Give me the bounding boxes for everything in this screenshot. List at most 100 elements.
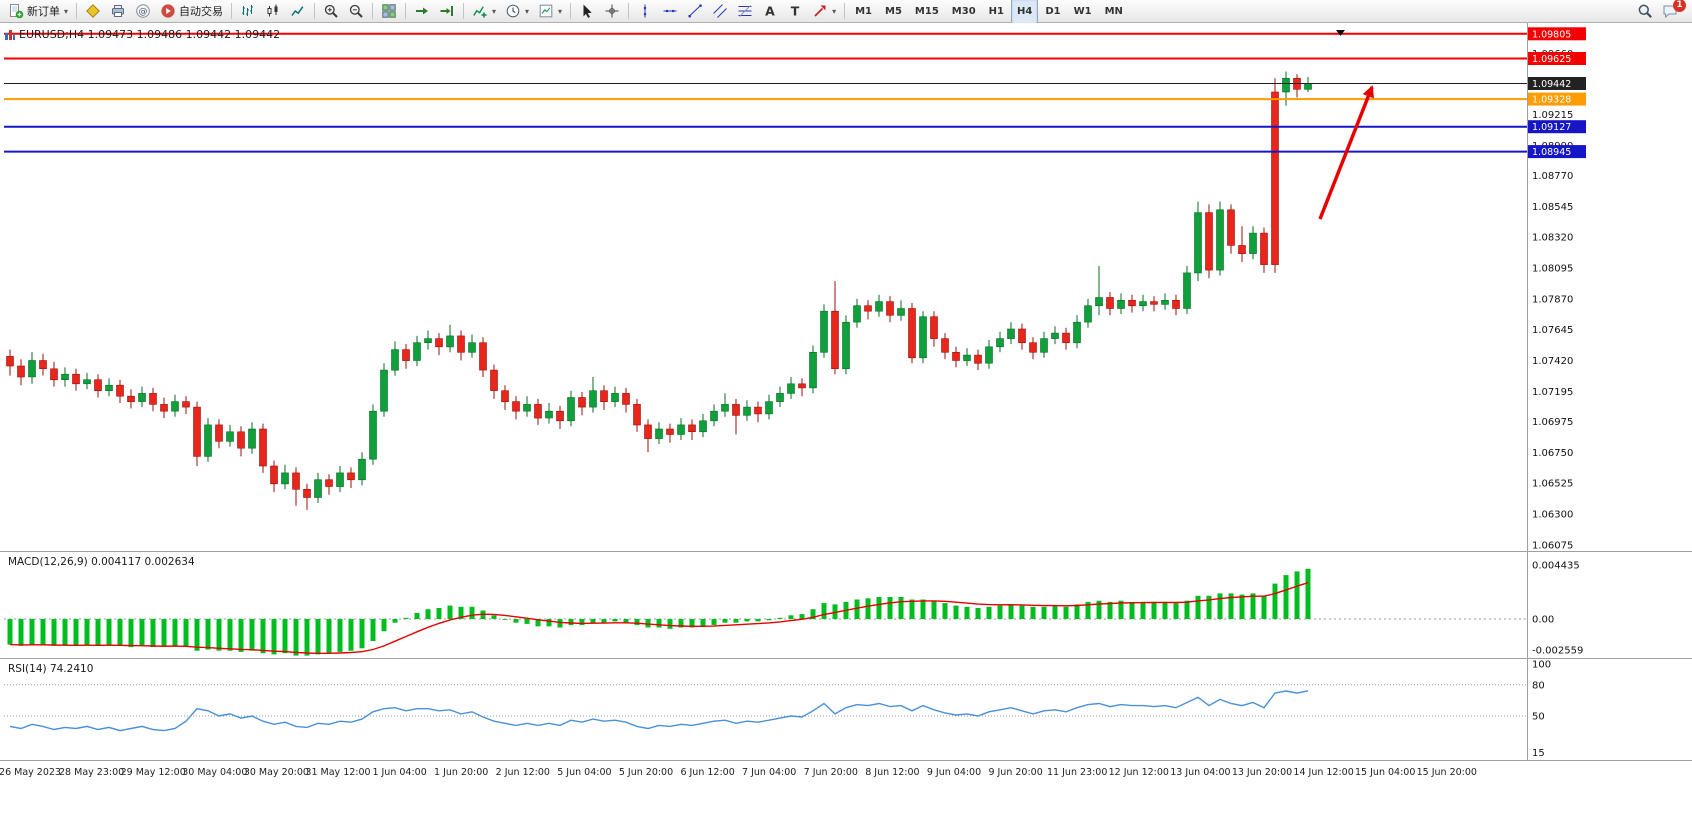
macd-bar (612, 619, 618, 622)
macd-bar (106, 619, 112, 645)
macd-bar (1063, 606, 1069, 619)
rsi-scale-label: 50 (1532, 712, 1545, 723)
macd-bar (1041, 606, 1047, 619)
cursor-button[interactable] (575, 0, 599, 23)
templates-button[interactable]: ▾ (534, 0, 566, 23)
macd-bar (546, 619, 552, 627)
time-axis-label: 15 Jun 20:00 (1417, 767, 1477, 778)
toolbar-separator (76, 3, 78, 19)
market-watch-button[interactable] (81, 0, 105, 23)
rsi-scale-label: 80 (1532, 680, 1545, 691)
timeframe-h1[interactable]: H1 (983, 0, 1010, 24)
horizontal-line-button[interactable] (658, 0, 682, 23)
scale-layer: 1.096601.092151.089901.087701.085451.083… (1336, 27, 1586, 551)
macd-bar (1294, 571, 1300, 619)
chart-shift-button[interactable] (435, 0, 459, 23)
zoomin-icon (323, 3, 339, 19)
macd-bar (348, 619, 354, 651)
arrows-button[interactable]: ▾ (808, 0, 840, 23)
macd-bar (1250, 593, 1256, 619)
hline-icon (662, 3, 678, 19)
price-scale-label: 1.07870 (1532, 294, 1573, 305)
price-badge (1528, 120, 1586, 134)
bar-chart-button[interactable] (236, 0, 260, 23)
timeframe-mn-label: MN (1104, 5, 1123, 17)
caret-down-icon: ▾ (492, 6, 497, 16)
bars-icon (240, 3, 256, 19)
price-scale-label: 1.06300 (1532, 510, 1573, 521)
macd-bar (40, 619, 46, 645)
macd-bar (293, 619, 299, 656)
time-axis-label: 6 Jun 12:00 (680, 767, 734, 778)
timeframe-m1[interactable]: M1 (849, 0, 878, 24)
macd-scale-label: -0.002559 (1532, 646, 1583, 657)
macd-bar (920, 599, 926, 619)
timeframe-m15[interactable]: M15 (909, 0, 945, 24)
macd-bar (249, 619, 255, 651)
crosshair-icon (604, 3, 620, 19)
channel-button[interactable] (708, 0, 732, 23)
periods-button[interactable]: ▾ (501, 0, 533, 23)
navigator-button[interactable] (131, 0, 155, 23)
rsi-scale-label: 100 (1532, 660, 1551, 671)
zoom-in-button[interactable] (319, 0, 343, 23)
macd-bar (678, 619, 684, 628)
macd-bar (1184, 600, 1190, 619)
chart-canvas[interactable]: 1.096601.092151.089901.087701.085451.083… (0, 23, 1692, 839)
macd-bar (1008, 604, 1014, 619)
timeframe-m5[interactable]: M5 (879, 0, 908, 24)
trend-arrow-annotation[interactable] (1318, 85, 1374, 220)
fibonacci-button[interactable] (733, 0, 757, 23)
macd-bar (161, 619, 167, 648)
candlestick-chart-button[interactable] (261, 0, 285, 23)
clock-icon (505, 3, 521, 19)
macd-bar (458, 606, 464, 619)
timeframe-m30[interactable]: M30 (946, 0, 982, 24)
search-icon (1637, 3, 1653, 19)
timeframe-h4[interactable]: H4 (1011, 0, 1039, 24)
scroll-end-marker-icon[interactable] (1336, 30, 1345, 36)
timeframe-d1[interactable]: D1 (1039, 0, 1066, 24)
macd-bar (95, 619, 101, 646)
auto-scroll-button[interactable] (410, 0, 434, 23)
macd-bar (315, 619, 321, 655)
at-icon (135, 3, 151, 19)
price-scale-label: 1.06975 (1532, 417, 1573, 428)
macd-bar (1107, 601, 1113, 619)
label-button[interactable] (783, 0, 807, 23)
tile-windows-button[interactable] (377, 0, 401, 23)
new-order-button[interactable]: 新订单 ▾ (4, 0, 72, 23)
price-badge-label: 1.08945 (1532, 147, 1571, 158)
macd-bar (964, 606, 970, 619)
macd-bar (590, 619, 596, 623)
macd-bar (73, 619, 79, 646)
timeframe-m5-label: M5 (885, 5, 902, 17)
toolbar-separator (372, 3, 374, 19)
text-button[interactable] (758, 0, 782, 23)
vertical-line-button[interactable] (633, 0, 657, 23)
line-chart-button[interactable] (286, 0, 310, 23)
data-window-button[interactable] (106, 0, 130, 23)
time-axis-label: 15 Jun 04:00 (1355, 767, 1415, 778)
trendline-button[interactable] (683, 0, 707, 23)
notification-badge: 1 (1673, 0, 1686, 12)
timeframe-w1[interactable]: W1 (1068, 0, 1098, 24)
zoom-out-button[interactable] (344, 0, 368, 23)
alerts-button[interactable]: 1 (1658, 0, 1686, 23)
timeframe-mn[interactable]: MN (1099, 0, 1129, 24)
chart-window[interactable]: 1.096601.092151.089901.087701.085451.083… (0, 23, 1692, 839)
search-button[interactable] (1633, 0, 1657, 23)
macd-bar (84, 619, 90, 645)
autotrading-button[interactable]: 自动交易 (156, 0, 227, 23)
macd-bar (282, 619, 288, 654)
macd-bar (117, 619, 123, 646)
macd-bar (766, 619, 772, 621)
indicators-button[interactable]: ▾ (468, 0, 500, 23)
macd-bar (447, 605, 453, 619)
macd-bar (854, 599, 860, 619)
price-badge-label: 1.09625 (1532, 54, 1571, 65)
time-axis-label: 1 Jun 20:00 (434, 767, 488, 778)
price-badge-label: 1.09805 (1532, 29, 1571, 40)
macd-bar (51, 619, 57, 646)
crosshair-button[interactable] (600, 0, 624, 23)
